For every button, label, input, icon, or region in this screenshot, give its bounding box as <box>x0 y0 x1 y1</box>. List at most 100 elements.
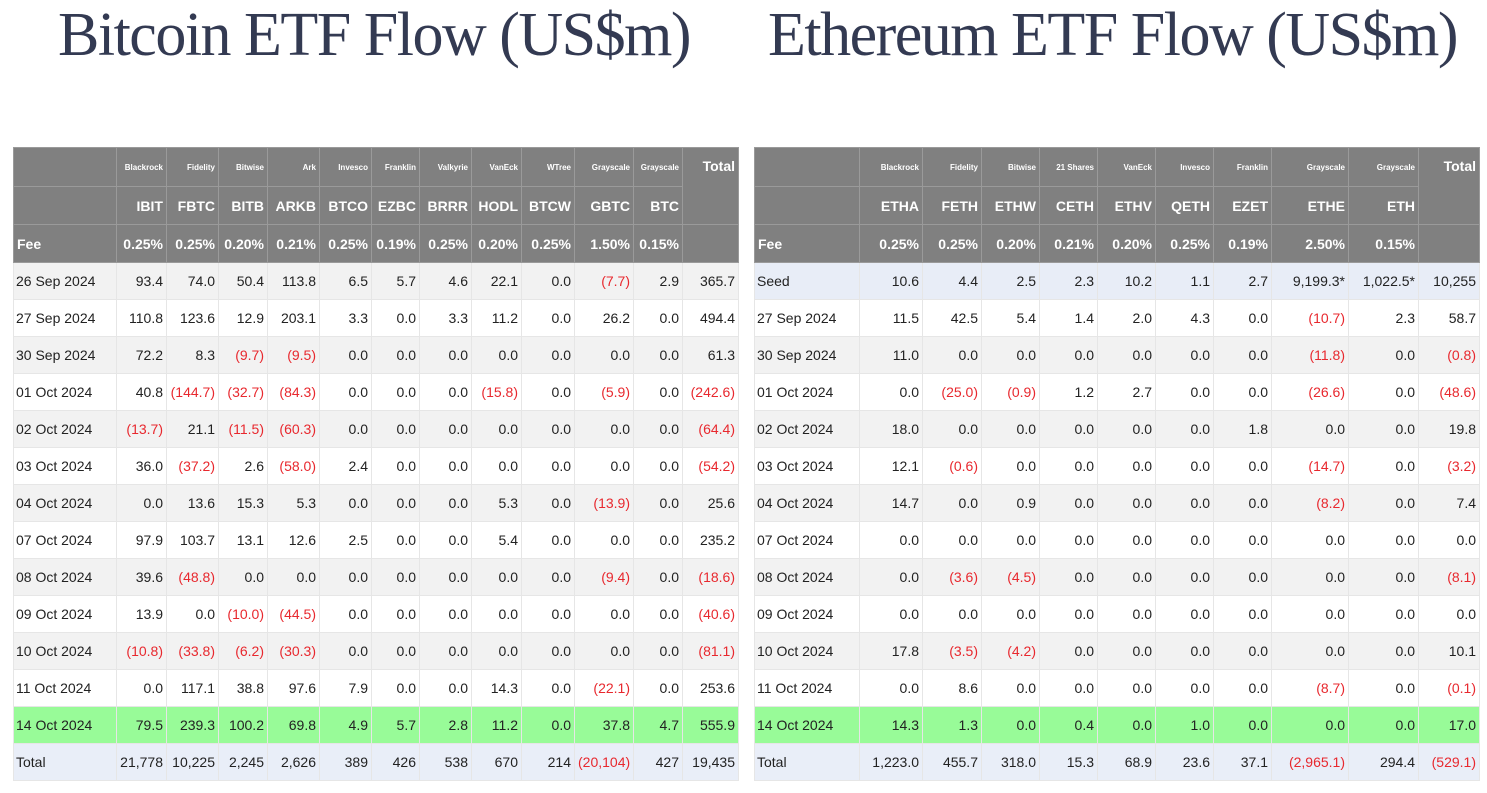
flow-value: 2.3 <box>1348 299 1419 337</box>
flow-value: 0.0 <box>1039 632 1098 670</box>
flow-value: 15.3 <box>1039 743 1098 781</box>
row-date: 27 Sep 2024 <box>754 299 860 337</box>
blank-header-cell <box>1418 224 1480 263</box>
flow-value: 5.7 <box>371 706 420 744</box>
flow-value: 113.8 <box>267 262 320 300</box>
flow-value: 0.0 <box>1039 521 1098 559</box>
ticker-header-row: IBIT FBTC BITB ARKB BTCO EZBC BRRR HODL BTCW GBTC… <box>13 186 739 225</box>
flow-value: 23.6 <box>1155 743 1214 781</box>
flow-value: 11.5 <box>859 299 923 337</box>
flow-value: 0.0 <box>981 595 1040 633</box>
row-date: 07 Oct 2024 <box>13 521 117 559</box>
fee-value: 0.25% <box>859 224 923 263</box>
flow-value: 0.0 <box>1213 595 1272 633</box>
fee-value: 0.25% <box>319 224 372 263</box>
flow-value: 0.0 <box>859 595 923 633</box>
flow-value: 12.9 <box>218 299 268 337</box>
row-date: 01 Oct 2024 <box>754 373 860 411</box>
row-date: 10 Oct 2024 <box>754 632 860 670</box>
flow-value: 110.8 <box>116 299 167 337</box>
ticker-header-row: ETHA FETH ETHW CETH ETHV QETH EZET ETHE ETH <box>754 186 1480 225</box>
flow-row: 27 Sep 2024 11.5 42.5 5.4 1.4 2.0 4.3 0.0 (10.7)… <box>754 299 1480 337</box>
flow-value: 0.0 <box>319 484 372 522</box>
flow-value: 103.7 <box>166 521 219 559</box>
row-total-value: (242.6) <box>682 373 739 411</box>
flow-row: 02 Oct 2024 18.0 0.0 0.0 0.0 0.0 0.0 1.8 0.0 0.0 1… <box>754 410 1480 448</box>
flow-value: 2.9 <box>633 262 683 300</box>
flow-value: 0.0 <box>319 373 372 411</box>
corner-cell <box>13 147 117 187</box>
flow-value: 0.0 <box>1213 484 1272 522</box>
flow-value: 0.0 <box>521 447 575 485</box>
fee-value: 1.50% <box>574 224 634 263</box>
flow-row: 27 Sep 2024 110.8 123.6 12.9 203.1 3.3 0.0 3.3 1… <box>13 299 739 337</box>
flow-value: 2.0 <box>1097 299 1156 337</box>
flow-value: 0.0 <box>521 669 575 707</box>
row-total-value: 10.1 <box>1418 632 1480 670</box>
flow-value: 214 <box>521 743 575 781</box>
flow-value: 0.0 <box>1213 299 1272 337</box>
total-column-header: Total <box>682 147 739 225</box>
flow-value: 0.0 <box>922 410 982 448</box>
flow-value: 4.3 <box>1155 299 1214 337</box>
row-total-value: (8.1) <box>1418 558 1480 596</box>
flow-value: 0.0 <box>371 336 420 374</box>
flow-value: 0.0 <box>419 669 472 707</box>
flow-value: (144.7) <box>166 373 219 411</box>
flow-value: (11.8) <box>1271 336 1349 374</box>
issuer-header: Bitwise <box>981 147 1040 187</box>
flow-value: 26.2 <box>574 299 634 337</box>
row-total-value: 25.6 <box>682 484 739 522</box>
ticker-header: QETH <box>1155 186 1214 225</box>
flow-value: 0.4 <box>1039 706 1098 744</box>
flow-value: 0.0 <box>319 336 372 374</box>
flow-value: (60.3) <box>267 410 320 448</box>
flow-value: 0.9 <box>981 484 1040 522</box>
flow-value: 0.0 <box>1155 484 1214 522</box>
flow-value: 0.0 <box>1348 410 1419 448</box>
fee-header-row: Fee 0.25% 0.25% 0.20% 0.21% 0.20% 0.25% 0.19% 2.… <box>754 224 1480 263</box>
flow-value: 6.5 <box>319 262 372 300</box>
fee-value: 0.20% <box>471 224 522 263</box>
row-date: 27 Sep 2024 <box>13 299 117 337</box>
flow-value: 0.0 <box>1348 521 1419 559</box>
flow-value: 1,022.5* <box>1348 262 1419 300</box>
row-date: 30 Sep 2024 <box>13 336 117 374</box>
flow-row: 14 Oct 2024 14.3 1.3 0.0 0.4 0.0 1.0 0.0 0.0 0.0 1… <box>754 706 1480 744</box>
blank-header-cell <box>754 186 860 225</box>
flow-value: 0.0 <box>633 410 683 448</box>
flow-value: 0.0 <box>1039 484 1098 522</box>
flow-value: 0.0 <box>521 262 575 300</box>
flow-value: (10.8) <box>116 632 167 670</box>
flow-value: 68.9 <box>1097 743 1156 781</box>
flow-value: 0.0 <box>1348 373 1419 411</box>
flow-value: 0.0 <box>521 706 575 744</box>
flow-value: 0.0 <box>633 558 683 596</box>
flow-value: 0.0 <box>922 595 982 633</box>
flow-value: 8.3 <box>166 336 219 374</box>
flow-row: 08 Oct 2024 0.0 (3.6) (4.5) 0.0 0.0 0.0 0.0 0.0 0… <box>754 558 1480 596</box>
flow-value: 22.1 <box>471 262 522 300</box>
flow-value: (26.6) <box>1271 373 1349 411</box>
total-row: Total 1,223.0 455.7 318.0 15.3 68.9 23.6 37.1 (2… <box>754 743 1480 781</box>
ticker-header: EZBC <box>371 186 420 225</box>
flow-value: 2.7 <box>1213 262 1272 300</box>
flow-value: (8.2) <box>1271 484 1349 522</box>
flow-value: 18.0 <box>859 410 923 448</box>
flow-value: 50.4 <box>218 262 268 300</box>
flow-value: (2,965.1) <box>1271 743 1349 781</box>
row-date: 01 Oct 2024 <box>13 373 117 411</box>
flow-row: 03 Oct 2024 12.1 (0.6) 0.0 0.0 0.0 0.0 0.0 (14.7… <box>754 447 1480 485</box>
row-date: 14 Oct 2024 <box>754 706 860 744</box>
row-total-value: 19,435 <box>682 743 739 781</box>
flow-value: 1.1 <box>1155 262 1214 300</box>
row-date: 04 Oct 2024 <box>13 484 117 522</box>
row-date: 26 Sep 2024 <box>13 262 117 300</box>
flow-value: (6.2) <box>218 632 268 670</box>
flow-value: (13.7) <box>116 410 167 448</box>
issuer-header: Valkyrie <box>419 147 472 187</box>
flow-value: 0.0 <box>116 484 167 522</box>
flow-value: 294.4 <box>1348 743 1419 781</box>
flow-value: 0.0 <box>859 669 923 707</box>
flow-value: 426 <box>371 743 420 781</box>
